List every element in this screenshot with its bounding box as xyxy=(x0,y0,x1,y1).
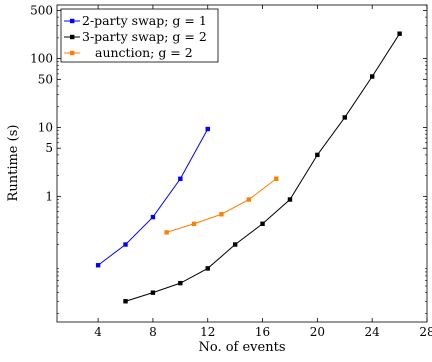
series-line-2 xyxy=(125,33,401,302)
legend-label: 2-party swap; g = 1 xyxy=(82,13,207,28)
series-3-point xyxy=(191,221,197,226)
legend-marker xyxy=(70,18,75,24)
y-tick-label: 500 xyxy=(30,3,53,17)
x-tick-label: 28 xyxy=(419,325,432,339)
series-2-point xyxy=(150,290,156,295)
series-2-point xyxy=(123,299,128,304)
y-tick-label: 50 xyxy=(38,72,53,86)
legend-marker xyxy=(70,34,75,40)
series-2-point xyxy=(260,221,265,226)
legend-box xyxy=(60,8,219,63)
series-2-point xyxy=(315,152,320,158)
x-tick-label: 12 xyxy=(200,325,215,339)
series-2-point xyxy=(178,280,183,286)
series-1-point xyxy=(150,214,156,220)
legend-label: 3-party swap; g = 2 xyxy=(82,29,207,44)
legend-marker xyxy=(70,50,75,56)
legend: 2-party swap; g = 13-party swap; g = 2au… xyxy=(60,8,219,63)
series-1-point xyxy=(205,126,210,132)
series-3-point xyxy=(246,197,252,202)
x-tick-label: 8 xyxy=(149,325,157,339)
series-1-point xyxy=(123,242,128,247)
series-2-point xyxy=(342,115,347,120)
x-tick-label: 20 xyxy=(310,325,325,339)
series-3-point xyxy=(274,176,279,181)
x-axis-label: No. of events xyxy=(198,340,285,355)
series-layer xyxy=(95,31,402,304)
series-2-point xyxy=(232,242,238,247)
y-axis-label: Runtime (s) xyxy=(6,125,21,202)
series-line-3 xyxy=(166,178,277,233)
series-1-point xyxy=(95,263,101,268)
x-tick-label: 16 xyxy=(255,325,270,339)
y-tick-label: 5 xyxy=(45,141,53,155)
y-tick-label: 100 xyxy=(30,52,53,66)
series-3-point xyxy=(164,230,169,235)
series-line-1 xyxy=(97,128,209,266)
y-axis-ticks: 1 5 10 50 100 500 xyxy=(30,3,427,314)
series-2-point xyxy=(397,31,402,36)
x-tick-label: 24 xyxy=(365,325,381,339)
y-tick-label: 1 xyxy=(45,189,53,203)
series-2-point xyxy=(369,74,375,79)
x-tick-label: 4 xyxy=(94,325,102,339)
series-1-point xyxy=(178,176,183,181)
series-2-point xyxy=(287,197,293,202)
series-3-point xyxy=(219,212,224,217)
x-axis-ticks: 4 8 12 16 20 24 28 xyxy=(94,5,432,339)
legend-label: aunction; g = 2 xyxy=(95,45,193,60)
series-2-point xyxy=(205,266,210,271)
y-tick-label: 10 xyxy=(38,120,53,134)
